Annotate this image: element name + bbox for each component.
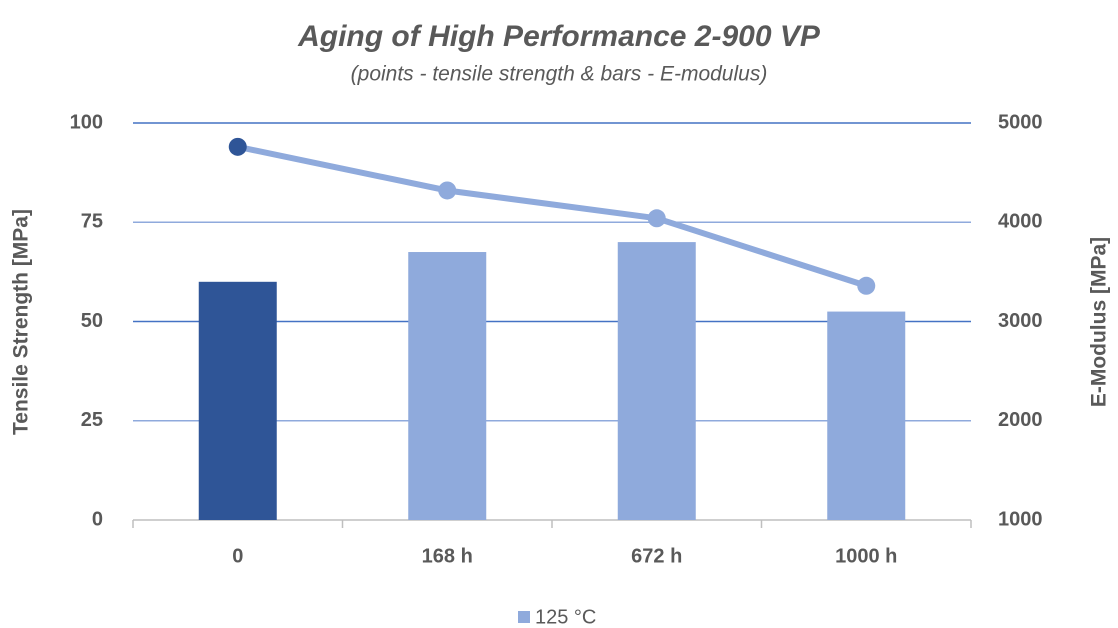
legend-swatch <box>518 611 530 623</box>
y-tick-label: 50 <box>81 310 103 332</box>
point <box>857 276 876 295</box>
y2-tick-label: 2000 <box>998 409 1043 431</box>
bar <box>408 252 487 520</box>
bar <box>827 311 906 520</box>
line <box>234 143 870 289</box>
y2-tick-label: 3000 <box>998 310 1043 332</box>
chart-subtitle: (points - tensile strength & bars - E-mo… <box>351 63 768 86</box>
y-tick-label: 25 <box>81 409 103 431</box>
bar <box>617 242 696 520</box>
y-tick-label: 0 <box>92 508 103 530</box>
point <box>228 137 247 156</box>
y-axis-label: Tensile Strength [MPa] <box>10 209 33 435</box>
y-tick-label: 100 <box>70 111 103 133</box>
y2-tick-label: 4000 <box>998 211 1043 233</box>
legend-label: 125 °C <box>535 606 596 628</box>
y2-tick-label: 5000 <box>998 111 1043 133</box>
point <box>647 209 666 228</box>
bar <box>198 281 277 520</box>
x-tick-label: 0 <box>232 545 243 567</box>
chart-title: Aging of High Performance 2-900 VP <box>297 20 821 53</box>
x-tick-label: 1000 h <box>835 545 897 567</box>
y2-axis-label: E-Modulus [MPa] <box>1088 237 1111 407</box>
x-tick-label: 168 h <box>422 545 473 567</box>
x-tick-label: 672 h <box>631 545 682 567</box>
point <box>438 181 457 200</box>
y-tick-label: 75 <box>81 211 103 233</box>
y2-tick-label: 1000 <box>998 508 1043 530</box>
